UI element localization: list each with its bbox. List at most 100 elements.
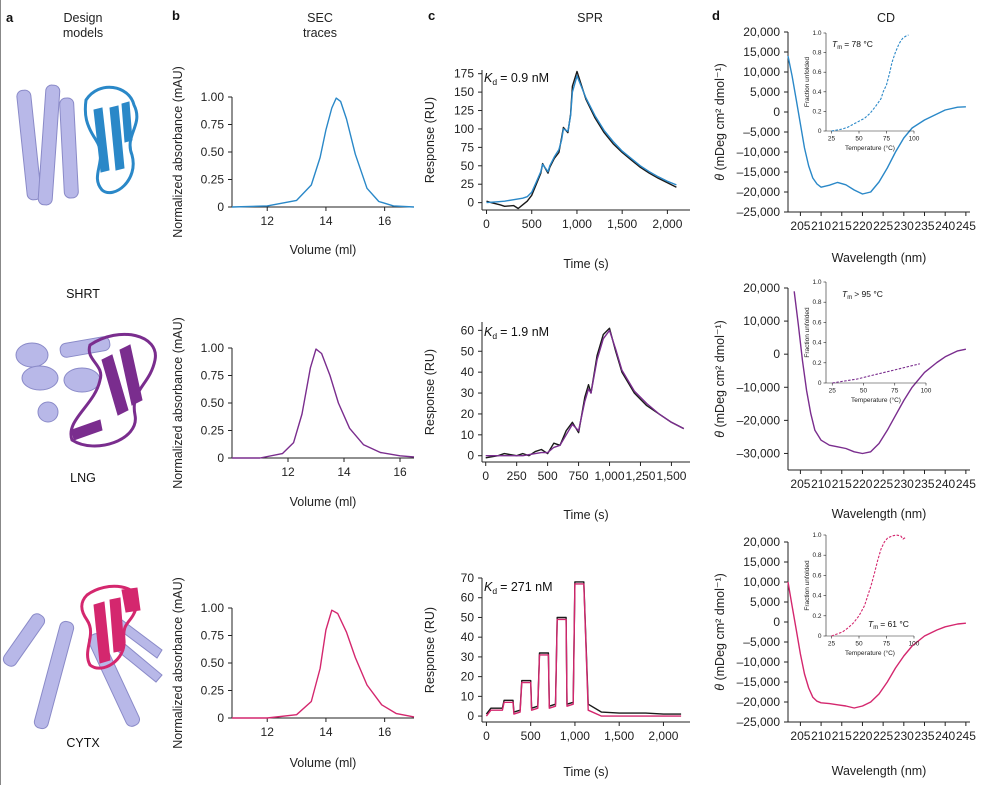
y-tick-label: 70 — [461, 571, 475, 585]
x-tick-label: 50 — [855, 641, 863, 648]
inset-melt-curve — [832, 363, 920, 384]
x-tick-label: 1,500 — [656, 469, 686, 483]
y-tick-label: –15,000 — [737, 675, 781, 689]
x-tick-label: 240 — [935, 219, 955, 233]
chart-spr-cytx: 0 10 20 30 40 50 60 70 0 500 1,000 1,500 2,000 Time (… — [423, 571, 690, 779]
x-tick-label: 12 — [261, 214, 275, 228]
x-tick-label: 16 — [393, 465, 407, 479]
x-tick-label: 12 — [281, 465, 295, 479]
tm-annotation-lng: Tm > 95 °C — [842, 289, 883, 301]
x-tick-label: 1,000 — [562, 217, 592, 231]
y-tick-label: 0 — [773, 615, 780, 629]
x-tick-label: 16 — [378, 725, 392, 739]
header-design-line2: models — [63, 26, 103, 40]
x-axis-label: Wavelength (nm) — [832, 251, 927, 265]
svg-text:Kd= 0.9 nM: Kd = 0.9 nM — [484, 71, 549, 87]
x-tick-label: 500 — [521, 729, 541, 743]
x-tick-label: 225 — [873, 219, 893, 233]
y-tick-label: 0.2 — [812, 613, 821, 620]
series-line-1 — [787, 581, 966, 709]
inset-cd-shrt: 0 0.2 0.4 0.6 0.8 1.0 25 50 75 100 Temperature (°C… — [804, 30, 920, 152]
y-tick-label: –10,000 — [737, 145, 781, 159]
series-line-1 — [486, 70, 677, 210]
x-tick-label: 235 — [914, 219, 934, 233]
y-tick-label: –20,000 — [737, 413, 781, 427]
svg-text:Tm= 61 °C: Tm = 61 °C — [868, 619, 909, 631]
inset-x-axis-label: Temperature (°C) — [851, 396, 901, 404]
x-tick-label: 235 — [914, 477, 934, 491]
y-tick-label: 10,000 — [743, 575, 780, 589]
inset-melt-curve — [831, 34, 909, 132]
panel-label-a: a — [6, 10, 14, 25]
svg-text:Kd= 1.9 nM: Kd = 1.9 nM — [484, 325, 549, 341]
x-tick-label: 1,000 — [560, 729, 590, 743]
x-tick-label: 100 — [909, 136, 920, 143]
y-tick-label: 0 — [217, 200, 224, 214]
x-tick-label: 25 — [829, 388, 837, 395]
y-tick-label: 60 — [461, 323, 475, 337]
header-sec-line1: SEC — [307, 11, 333, 25]
y-tick-label: –25,000 — [737, 205, 781, 219]
y-tick-label: 10 — [461, 689, 475, 703]
y-tick-label: 0 — [818, 633, 822, 640]
y-tick-label: 20,000 — [743, 535, 780, 549]
x-tick-label: 245 — [956, 219, 976, 233]
x-tick-label: 230 — [894, 219, 914, 233]
y-tick-label: –20,000 — [737, 185, 781, 199]
y-tick-label: 0.75 — [201, 629, 225, 643]
y-tick-label: 0 — [467, 449, 474, 463]
y-tick-label: 0.50 — [201, 656, 225, 670]
y-axis-label: θ (mDeg cm² dmol⁻¹) — [713, 573, 727, 691]
y-tick-label: 5,000 — [750, 595, 780, 609]
x-tick-label: 75 — [891, 388, 899, 395]
chart-spr-lng: 0 10 20 30 40 50 60 0 250 500 750 1,000 1,250 1,500 Ti… — [423, 322, 690, 522]
x-tick-label: 235 — [914, 729, 934, 743]
inset-y-axis-label: Fraction unfolded — [804, 57, 811, 108]
tm-annotation-shrt: Tm = 78 °C — [832, 39, 873, 51]
series-line-1 — [787, 55, 966, 195]
header-design-line1: Design — [64, 11, 103, 25]
series-line-1 — [232, 348, 415, 459]
x-axis-label: Wavelength (nm) — [832, 764, 927, 778]
y-axis-label: Normalized absorbance (mAU) — [171, 317, 185, 489]
y-tick-label: 10,000 — [743, 314, 780, 328]
y-tick-label: –5,000 — [743, 635, 780, 649]
x-tick-label: 1,000 — [595, 469, 625, 483]
x-tick-label: 16 — [378, 214, 392, 228]
panel-label-c: c — [428, 8, 435, 23]
x-tick-label: 25 — [828, 641, 836, 648]
x-tick-label: 14 — [319, 214, 333, 228]
x-tick-label: 500 — [522, 217, 542, 231]
y-tick-label: –20,000 — [737, 695, 781, 709]
panel-label-b: b — [172, 8, 180, 23]
svg-text:Kd= 271 nM: Kd = 271 nM — [484, 580, 553, 596]
y-tick-label: 30 — [461, 386, 475, 400]
y-axis-label: θ (mDeg cm² dmol⁻¹) — [713, 320, 727, 438]
y-tick-label: 0.4 — [812, 89, 821, 96]
x-axis-label: Volume (ml) — [290, 495, 357, 509]
y-tick-label: 100 — [454, 122, 474, 136]
x-tick-label: 50 — [860, 388, 868, 395]
series-line-1 — [485, 327, 685, 459]
x-tick-label: 210 — [811, 477, 831, 491]
y-tick-label: 10 — [461, 428, 475, 442]
x-tick-label: 12 — [261, 725, 275, 739]
y-tick-label: 125 — [454, 104, 474, 118]
kd-annotation-cytx: Kd = 271 nM — [484, 580, 553, 596]
inset-x-axis-label: Temperature (°C) — [845, 649, 895, 657]
y-tick-label: 0.6 — [812, 319, 821, 326]
y-tick-label: 50 — [461, 159, 475, 173]
y-tick-label: –30,000 — [737, 446, 781, 460]
x-tick-label: 1,500 — [607, 217, 637, 231]
x-tick-label: 240 — [935, 729, 955, 743]
y-tick-label: 0.25 — [201, 424, 225, 438]
protein-structure-shrt — [16, 84, 139, 206]
x-tick-label: 14 — [337, 465, 351, 479]
x-tick-label: 205 — [790, 219, 810, 233]
y-tick-label: 75 — [461, 140, 475, 154]
y-axis-label: θ (mDeg cm² dmol⁻¹) — [713, 63, 727, 181]
y-tick-label: 0 — [467, 709, 474, 723]
protein-structure-cytx — [2, 584, 163, 730]
svg-text:Tm> 95 °C: Tm > 95 °C — [842, 289, 883, 301]
y-tick-label: 0.50 — [201, 396, 225, 410]
